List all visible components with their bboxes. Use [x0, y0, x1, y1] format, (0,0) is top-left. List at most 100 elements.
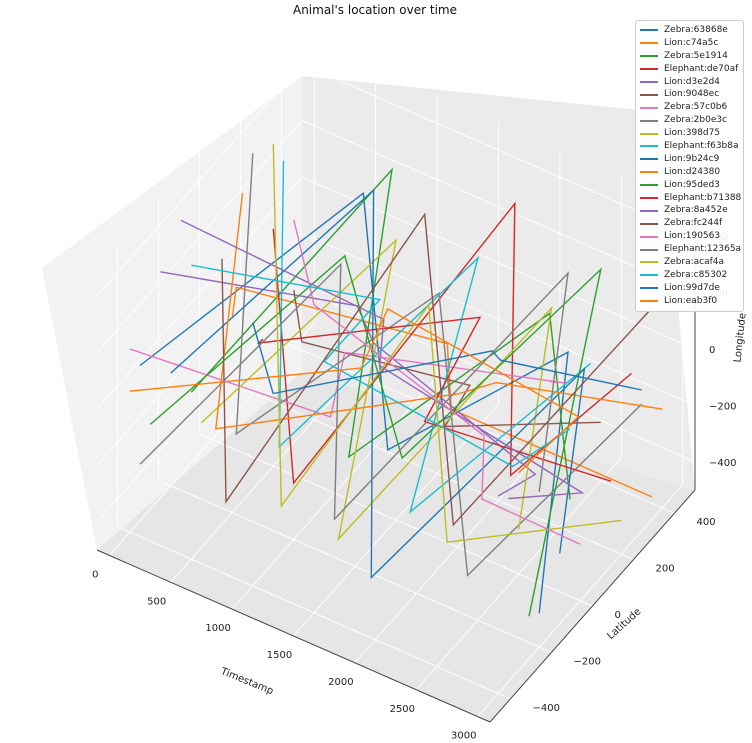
legend-item: Lion:eab3f0	[640, 295, 739, 308]
y-tick-label: −200	[574, 656, 601, 667]
grid-line-z	[301, 289, 696, 463]
legend-label: Lion:eab3f0	[664, 295, 718, 306]
legend-swatch	[640, 119, 658, 122]
series-line-1	[231, 286, 653, 498]
x-tick-label: 2000	[328, 677, 353, 688]
legend-item: Zebra:57c0b6	[640, 101, 739, 114]
legend-item: Zebra:5e1914	[640, 50, 739, 63]
series-line-6	[129, 348, 567, 418]
legend-item: Lion:c74a5c	[640, 37, 739, 50]
legend-label: Zebra:c85302	[664, 269, 728, 280]
grid-line-z	[301, 232, 696, 406]
x-tick-label: 3000	[451, 731, 476, 742]
legend-label: Lion:95ded3	[664, 179, 720, 190]
x-tick-label: 1000	[205, 623, 230, 634]
legend-label: Elephant:f63b8a	[664, 141, 739, 152]
y-tick-label: 400	[697, 517, 716, 528]
x-tick-label: 1500	[267, 650, 292, 661]
series-line-13	[256, 316, 612, 482]
legend-swatch	[640, 93, 658, 96]
series-line-19	[191, 264, 571, 468]
legend-item: Lion:9048ec	[640, 88, 739, 101]
series-line-8	[201, 238, 553, 542]
legend-swatch	[640, 171, 658, 174]
y-tick-label: 200	[656, 564, 675, 575]
legend-item: Elephant:12365a	[640, 243, 742, 256]
y-tick-label: 0	[615, 610, 621, 621]
legend-swatch	[640, 81, 658, 83]
x-axis-line	[96, 549, 491, 723]
legend-item: Lion:398d75	[640, 127, 739, 140]
series-line-2	[190, 167, 571, 500]
grid-line-z	[301, 63, 696, 237]
legend-swatch	[640, 261, 658, 264]
x-tick-label: 500	[147, 596, 166, 607]
legend-swatch	[640, 55, 658, 58]
legend-swatch	[640, 145, 658, 148]
series-line-12	[149, 254, 602, 617]
legend-label: Zebra:57c0b6	[664, 102, 728, 113]
y-axis-line	[489, 489, 696, 723]
series-line-10	[170, 188, 586, 580]
series-line-21	[129, 307, 580, 474]
legend-label: Elephant:b71388	[664, 192, 742, 203]
legend-swatch	[640, 287, 658, 290]
legend-item: Lion:190563	[640, 230, 739, 243]
legend-item: Zebra:63868e	[640, 24, 739, 37]
grid-lines	[96, 41, 696, 717]
legend-item: Lion:d3e2d4	[640, 76, 739, 89]
legend-label: Zebra:8a452e	[664, 205, 728, 216]
grid-line-z	[96, 233, 303, 466]
legend-label: Zebra:acaf4a	[664, 257, 725, 268]
series-line-4	[160, 271, 537, 497]
series-line-20	[252, 322, 642, 395]
legend-item: Zebra:2b0e3c	[640, 114, 739, 127]
legend-item: Elephant:de70af	[640, 63, 739, 76]
legend-item: Zebra:c85302	[640, 269, 739, 282]
legend-item: Zebra:fc244f	[640, 217, 739, 230]
legend-swatch	[640, 42, 658, 45]
legend-item: Lion:99d7de	[640, 282, 739, 295]
legend-label: Zebra:5e1914	[664, 50, 728, 61]
legend-item: Zebra:acaf4a	[640, 256, 739, 269]
z-tick-label: −400	[709, 458, 736, 469]
legend-label: Elephant:12365a	[664, 244, 742, 255]
y-axis-label: Latitude	[605, 606, 643, 642]
series-line-11	[215, 193, 663, 430]
legend-item: Elephant:b71388	[640, 192, 742, 205]
legend-swatch	[640, 209, 658, 212]
legend-label: Lion:c74a5c	[664, 37, 719, 48]
legend-swatch	[640, 222, 658, 225]
series-line-15	[221, 212, 653, 527]
x-tick-label: 2500	[390, 704, 415, 715]
legend-item: Lion:95ded3	[640, 179, 739, 192]
legend-item: Lion:d24380	[640, 166, 739, 179]
legend-label: Lion:d3e2d4	[664, 76, 720, 87]
legend-label: Elephant:de70af	[664, 63, 739, 74]
grid-line-y	[199, 433, 593, 607]
legend-label: Lion:d24380	[664, 166, 721, 177]
legend-swatch	[640, 184, 658, 187]
legend-swatch	[640, 132, 658, 135]
legend-swatch	[640, 29, 658, 32]
grid-line-z	[301, 176, 696, 350]
z-tick-label: −200	[709, 401, 736, 412]
legend-swatch	[640, 300, 658, 303]
legend-label: Lion:9048ec	[664, 89, 720, 100]
grid-line-z	[96, 120, 303, 353]
legend-label: Lion:398d75	[664, 128, 721, 139]
x-tick-label: 0	[92, 569, 98, 580]
legend-label: Zebra:63868e	[664, 25, 728, 35]
legend-swatch	[640, 106, 658, 109]
grid-line-y	[117, 526, 511, 700]
x-axis-label: Timestamp	[218, 666, 275, 697]
series-line-16	[293, 219, 581, 545]
legend-label: Lion:190563	[664, 231, 721, 242]
series-line-9	[278, 160, 591, 514]
legend-label: Zebra:fc244f	[664, 218, 723, 229]
chart-title: Animal's location over time	[293, 3, 457, 17]
z-axis-label: Longitude	[732, 312, 748, 363]
series-line-7	[235, 153, 643, 577]
